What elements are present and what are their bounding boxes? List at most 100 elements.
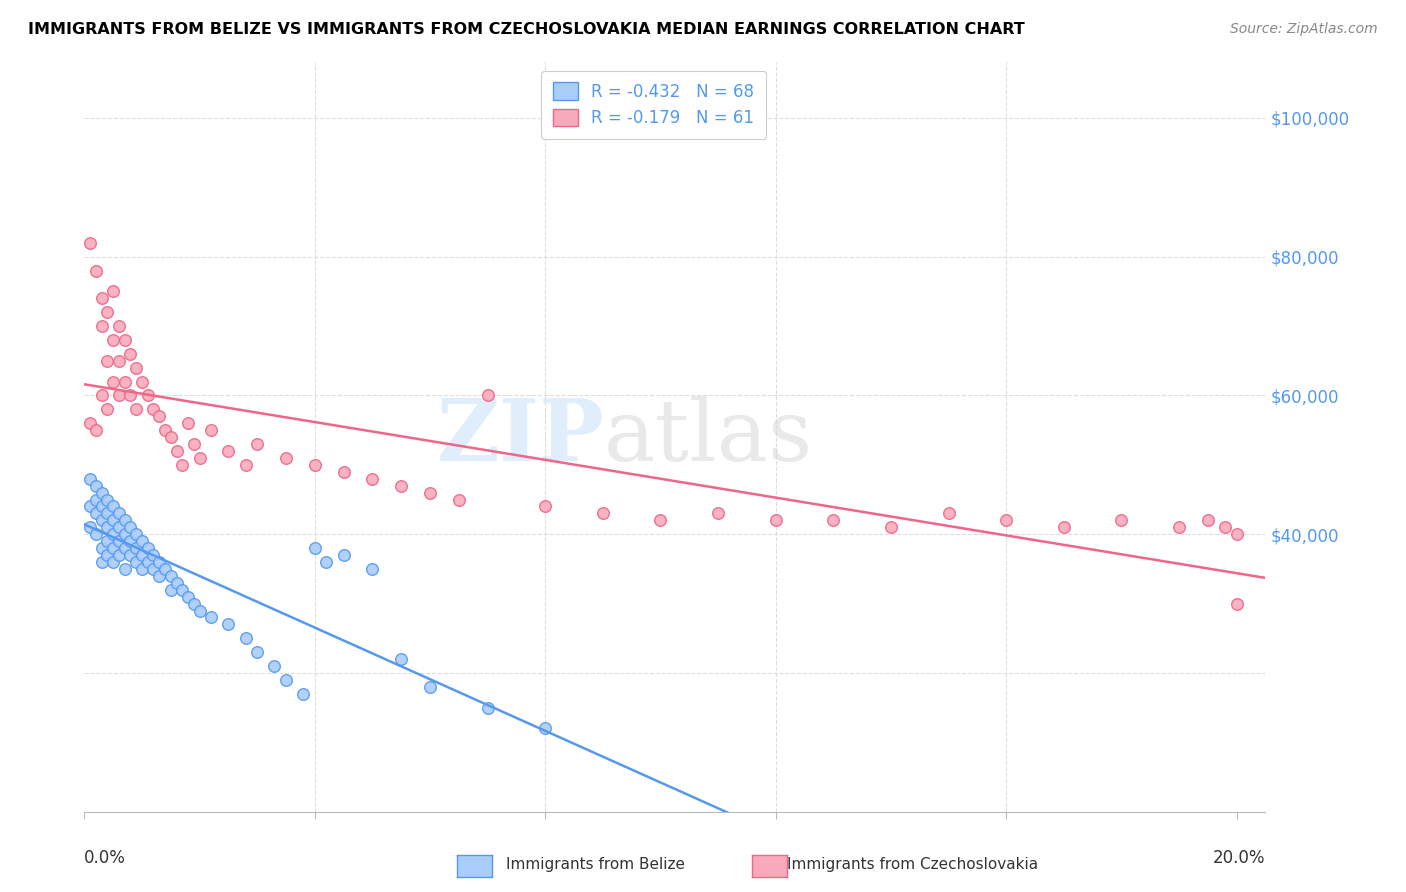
Point xyxy=(235,632,257,646)
Point xyxy=(477,388,499,402)
Point xyxy=(114,375,136,389)
Point xyxy=(166,444,188,458)
Point xyxy=(274,673,297,687)
Point xyxy=(114,562,136,576)
Point xyxy=(292,687,315,701)
Point xyxy=(101,527,124,541)
Text: 0.0%: 0.0% xyxy=(84,849,127,867)
Point xyxy=(650,513,672,527)
Point xyxy=(79,472,101,486)
Point xyxy=(183,437,205,451)
Point xyxy=(101,555,124,569)
Point xyxy=(108,534,131,549)
Point xyxy=(153,562,176,576)
Point xyxy=(159,582,181,597)
Point xyxy=(419,485,441,500)
Point xyxy=(200,423,222,437)
Point xyxy=(166,575,188,590)
Point xyxy=(125,402,148,417)
Point xyxy=(235,458,257,472)
Point xyxy=(108,319,131,334)
Point xyxy=(246,645,269,659)
Point xyxy=(131,562,153,576)
Point xyxy=(96,507,118,521)
Point xyxy=(120,548,142,562)
Point xyxy=(84,492,107,507)
Point xyxy=(765,513,787,527)
Point xyxy=(90,541,112,555)
Text: atlas: atlas xyxy=(605,395,813,479)
Point xyxy=(332,465,354,479)
Point xyxy=(477,700,499,714)
Point xyxy=(707,507,730,521)
Point xyxy=(120,347,142,361)
Point xyxy=(84,423,107,437)
Point xyxy=(84,263,107,277)
Point xyxy=(131,548,153,562)
Point xyxy=(332,548,354,562)
Point xyxy=(172,458,194,472)
Point xyxy=(217,617,239,632)
Point xyxy=(136,541,159,555)
Point xyxy=(101,333,124,347)
Point xyxy=(188,603,211,617)
Point xyxy=(131,534,153,549)
Point xyxy=(419,680,441,694)
Point xyxy=(142,562,165,576)
Point xyxy=(1111,513,1133,527)
Point xyxy=(361,472,384,486)
Point xyxy=(148,555,170,569)
Point xyxy=(108,388,131,402)
Point xyxy=(1226,527,1249,541)
Point xyxy=(96,492,118,507)
Point xyxy=(823,513,845,527)
Text: IMMIGRANTS FROM BELIZE VS IMMIGRANTS FROM CZECHOSLOVAKIA MEDIAN EARNINGS CORRELA: IMMIGRANTS FROM BELIZE VS IMMIGRANTS FRO… xyxy=(28,22,1025,37)
Point xyxy=(96,520,118,534)
Point xyxy=(125,527,148,541)
Point xyxy=(938,507,960,521)
Point xyxy=(96,353,118,368)
Point xyxy=(880,520,903,534)
Point xyxy=(177,416,200,430)
Point xyxy=(148,409,170,424)
Point xyxy=(101,541,124,555)
Point xyxy=(84,507,107,521)
Point xyxy=(131,375,153,389)
Point xyxy=(84,478,107,492)
Point xyxy=(90,319,112,334)
Point xyxy=(108,353,131,368)
Text: ZIP: ZIP xyxy=(436,395,605,479)
Point xyxy=(90,555,112,569)
Point xyxy=(79,500,101,514)
Point xyxy=(101,285,124,299)
Point xyxy=(79,235,101,250)
Point xyxy=(125,360,148,375)
Text: 20.0%: 20.0% xyxy=(1213,849,1265,867)
Point xyxy=(96,534,118,549)
Point xyxy=(304,458,326,472)
Point xyxy=(142,402,165,417)
Point xyxy=(90,291,112,305)
Point xyxy=(142,548,165,562)
Point xyxy=(90,485,112,500)
Point xyxy=(148,569,170,583)
Text: Immigrants from Czechoslovakia: Immigrants from Czechoslovakia xyxy=(787,857,1039,872)
Point xyxy=(120,520,142,534)
Point xyxy=(114,527,136,541)
Point xyxy=(101,500,124,514)
Point xyxy=(136,388,159,402)
Point xyxy=(200,610,222,624)
Point xyxy=(995,513,1018,527)
Point xyxy=(534,722,557,736)
Text: Source: ZipAtlas.com: Source: ZipAtlas.com xyxy=(1230,22,1378,37)
Point xyxy=(114,333,136,347)
Point xyxy=(96,402,118,417)
Point xyxy=(592,507,614,521)
Point xyxy=(1197,513,1219,527)
Point xyxy=(125,555,148,569)
Point xyxy=(120,388,142,402)
Point xyxy=(90,500,112,514)
Point xyxy=(136,555,159,569)
Point xyxy=(153,423,176,437)
Point xyxy=(96,548,118,562)
